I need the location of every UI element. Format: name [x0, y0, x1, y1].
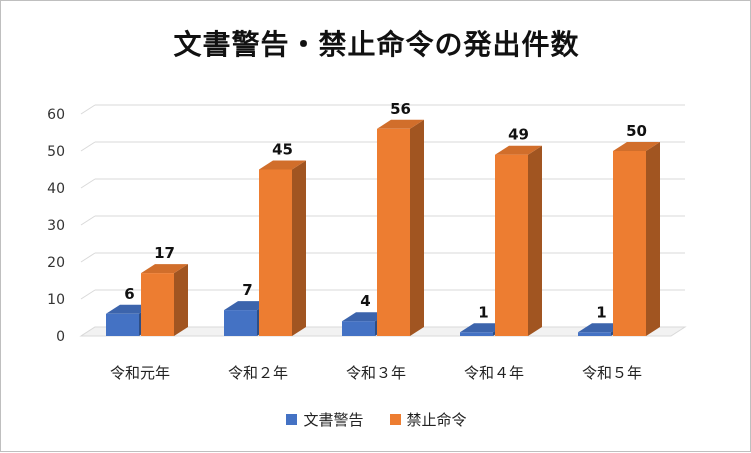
gridline-side [80, 215, 96, 226]
data-label: 56 [390, 100, 411, 118]
data-label: 4 [360, 292, 370, 310]
gridline-side [80, 141, 96, 152]
bar [613, 151, 646, 336]
bar [495, 154, 528, 336]
data-label: 6 [124, 285, 134, 303]
legend-swatch-series-2 [389, 414, 401, 425]
y-tick-label: 40 [47, 181, 65, 197]
bar-top [377, 119, 424, 129]
bar-side [528, 145, 542, 336]
bar-top [613, 142, 660, 151]
y-tick-label: 60 [47, 107, 65, 123]
bar-side [174, 264, 188, 336]
gridline-side [80, 178, 96, 189]
data-label: 1 [478, 303, 488, 321]
bar [377, 128, 410, 336]
x-tick-label: 令和５年 [582, 364, 642, 382]
legend-item-series-2: 禁止命令 [389, 409, 467, 430]
legend-label-series-2: 禁止命令 [406, 411, 467, 429]
x-tick-label: 令和４年 [464, 364, 524, 382]
bar [224, 310, 257, 336]
bar-side [646, 142, 660, 336]
bar [106, 313, 139, 336]
data-label: 49 [508, 126, 529, 144]
chart-title: 文書警告・禁止命令の発出件数 [173, 28, 580, 61]
bar-top [495, 145, 542, 155]
data-label: 50 [626, 122, 647, 140]
data-label: 45 [272, 141, 293, 159]
y-tick-label: 20 [47, 255, 65, 271]
bar [578, 332, 611, 336]
bar [342, 321, 375, 336]
x-tick-label: 令和２年 [228, 364, 288, 382]
legend-label-series-1: 文書警告 [303, 411, 364, 429]
bar-side [292, 160, 306, 336]
x-tick-label: 令和元年 [110, 364, 170, 382]
data-label: 7 [242, 281, 252, 299]
bar-side [410, 119, 424, 336]
x-tick-label: 令和３年 [346, 364, 406, 382]
bar-top [259, 160, 306, 170]
data-label: 17 [154, 244, 175, 262]
legend-swatch-series-1 [286, 414, 298, 425]
bar [259, 169, 292, 336]
y-tick-label: 50 [47, 144, 65, 160]
bar [141, 273, 174, 336]
data-label: 1 [596, 303, 606, 321]
y-tick-label: 30 [47, 218, 65, 234]
bar-top [141, 264, 188, 274]
legend-item-series-1: 文書警告 [286, 409, 364, 430]
bar [460, 332, 493, 336]
y-tick-label: 0 [56, 329, 65, 345]
gridline-side [80, 289, 96, 300]
gridline-side [80, 252, 96, 263]
gridline-side [80, 104, 96, 115]
y-tick-label: 10 [47, 292, 65, 308]
chart-legend: 文書警告 禁止命令 [1, 409, 751, 430]
